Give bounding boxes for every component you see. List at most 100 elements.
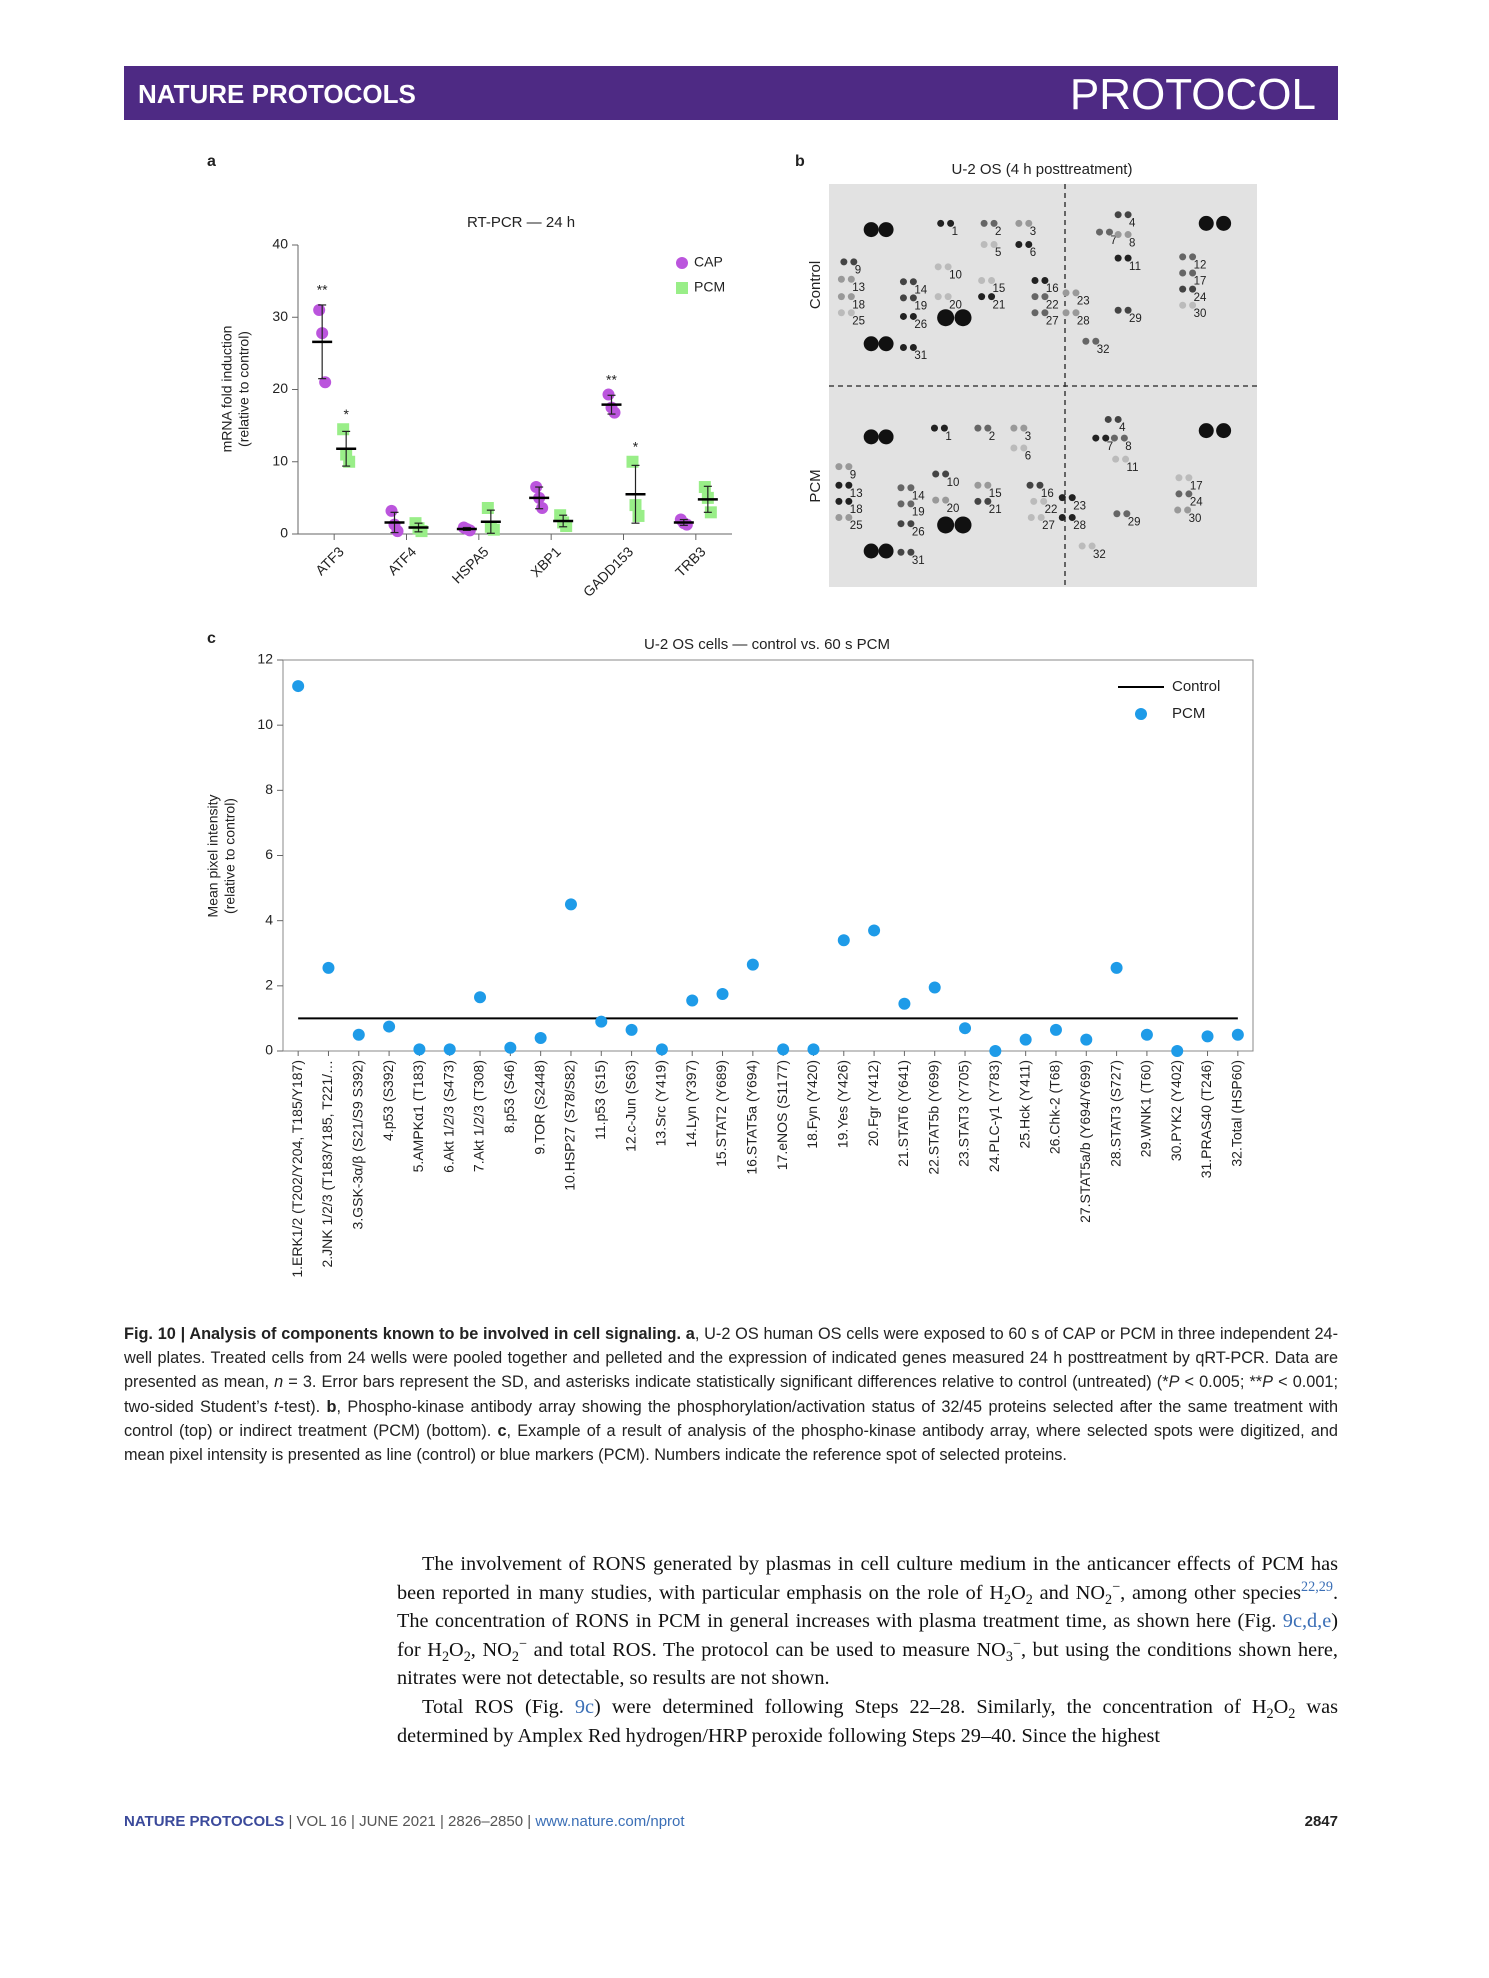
array-spot — [990, 219, 998, 227]
array-spot — [942, 470, 950, 478]
array-spot — [909, 294, 917, 302]
x-tick-label: 10.HSP27 (S78/S82) — [562, 1060, 578, 1191]
x-tick-label: XBP1 — [527, 543, 564, 580]
text-run: and total ROS. The protocol can be used … — [526, 1638, 1006, 1661]
text-run: ) were determined following Steps 22–28.… — [594, 1695, 1267, 1718]
x-tick-label: 27.STAT5a/b (Y694/Y699) — [1077, 1060, 1093, 1223]
spot-number: 24 — [1190, 497, 1203, 509]
array-spot — [1041, 309, 1049, 317]
array-spot — [897, 484, 905, 492]
array-spot — [1062, 289, 1070, 297]
array-spot — [1189, 253, 1197, 261]
x-tick-label: 30.PYK2 (Y402) — [1168, 1060, 1184, 1161]
figure-link[interactable]: 9c,d,e — [1282, 1610, 1332, 1633]
x-tick-label: 19.Yes (Y426) — [834, 1060, 850, 1148]
array-spot — [837, 275, 845, 283]
array-spot — [1114, 415, 1122, 423]
footer-url[interactable]: www.nature.com/nprot — [535, 1813, 685, 1830]
array-spot — [988, 276, 996, 284]
text-run: , NO — [470, 1638, 512, 1661]
caption-run: c — [497, 1421, 507, 1440]
y-axis-label: mRNA fold induction — [219, 326, 235, 453]
data-point — [676, 257, 688, 269]
text-run: 2 — [463, 1648, 471, 1665]
array-spot — [1020, 424, 1028, 432]
data-point — [632, 509, 645, 522]
figure-link[interactable]: 9c — [574, 1695, 595, 1718]
x-tick-label: 32.Total (HSP60) — [1229, 1060, 1245, 1167]
spot-number: 30 — [1194, 308, 1207, 320]
spot-number: 2 — [989, 431, 995, 443]
spot-number: 4 — [1129, 217, 1136, 229]
spot-number: 21 — [993, 299, 1006, 311]
x-tick-label: 14.Lyn (Y397) — [683, 1060, 699, 1147]
data-point — [1049, 1023, 1062, 1036]
spot-number: 16 — [1046, 283, 1059, 295]
text-run: 2 — [1288, 1706, 1296, 1723]
array-spot — [1031, 309, 1039, 317]
x-tick-label: 1.ERK1/2 (T202/Y204, T185/Y187) — [289, 1060, 305, 1278]
legend-label: CAP — [694, 254, 723, 270]
array-spot — [837, 309, 845, 317]
y-tick-label: 0 — [280, 525, 288, 541]
array-spot — [847, 309, 855, 317]
x-tick-label: 13.Src (Y419) — [653, 1060, 669, 1146]
spot-number: 20 — [947, 503, 960, 515]
text-run: − — [1012, 1636, 1021, 1653]
caption-run: a — [685, 1325, 695, 1343]
caption-title: Fig. 10 | Analysis of components known t… — [124, 1325, 686, 1343]
spot-number: 4 — [1119, 422, 1126, 434]
array-spot — [845, 463, 853, 471]
x-tick-label: 25.Hck (Y411) — [1016, 1060, 1032, 1148]
array-spot — [1185, 474, 1193, 482]
text-run: and NO — [1032, 1581, 1106, 1604]
text-run: . The concentration of RONS in PCM in ge… — [397, 1581, 1339, 1633]
caption-run: , U-2 OS human OS cells were exposed to … — [124, 1325, 1338, 1392]
text-run: O — [1273, 1695, 1289, 1718]
spot-number: 25 — [850, 520, 863, 532]
y-tick-label: 12 — [257, 651, 273, 667]
array-spot — [1189, 285, 1197, 293]
data-point — [625, 1023, 638, 1036]
data-point — [1231, 1028, 1244, 1041]
reference-spot — [937, 516, 955, 534]
array-spot — [1058, 494, 1066, 502]
array-spot — [1088, 542, 1096, 550]
data-point — [655, 1043, 668, 1056]
data-point — [1110, 961, 1123, 974]
spot-number: 13 — [850, 488, 863, 500]
data-point — [319, 376, 332, 389]
citation[interactable]: 22,29 — [1301, 1578, 1333, 1595]
array-spot — [1105, 228, 1113, 236]
text-run: 2 — [1105, 1591, 1113, 1608]
spot-number: 19 — [914, 301, 927, 313]
x-tick-label: ATF4 — [384, 543, 419, 578]
array-spot — [1027, 513, 1035, 521]
array-spot — [1114, 254, 1122, 262]
array-spot — [1068, 513, 1076, 521]
array-spot — [899, 343, 907, 351]
array-spot — [899, 312, 907, 320]
spot-number: 23 — [1073, 500, 1086, 512]
spot-number: 13 — [852, 282, 865, 294]
spot-number: 16 — [1041, 488, 1054, 500]
spot-number: 3 — [1030, 226, 1036, 238]
text-run: Total ROS (Fig. — [422, 1695, 575, 1718]
data-point — [413, 1043, 426, 1056]
spot-number: 11 — [1127, 462, 1139, 474]
array-spot — [984, 481, 992, 489]
data-point — [595, 1015, 608, 1028]
caption-run: < 0.001; two-sided Student’s — [124, 1373, 1338, 1416]
y-tick-label: 8 — [265, 781, 273, 797]
spot-number: 26 — [914, 319, 927, 331]
array-spot — [1041, 293, 1049, 301]
x-tick-label: 26.Chk-2 (T68) — [1047, 1060, 1063, 1154]
data-point — [989, 1045, 1002, 1057]
array-spot — [840, 258, 848, 266]
spot-number: 18 — [852, 299, 865, 311]
spot-number: 21 — [989, 504, 1002, 516]
array-spot — [980, 219, 988, 227]
data-point — [322, 961, 335, 974]
array-spot — [1174, 506, 1182, 514]
legend-swatch — [1135, 708, 1147, 720]
